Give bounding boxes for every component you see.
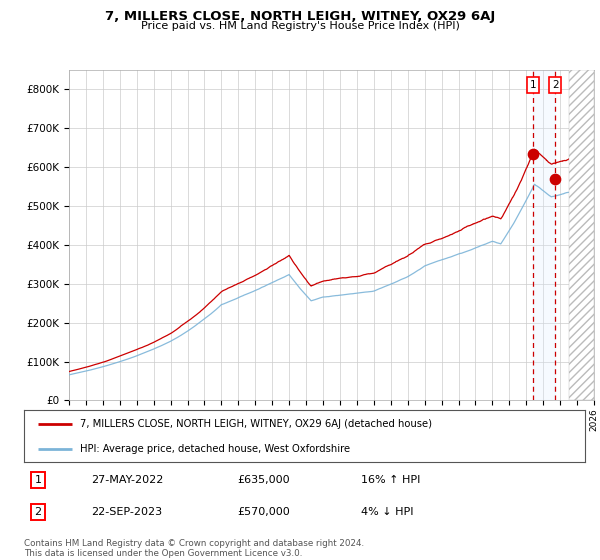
Text: £635,000: £635,000 — [237, 475, 290, 486]
Text: 4% ↓ HPI: 4% ↓ HPI — [361, 507, 413, 517]
Text: 1: 1 — [530, 80, 536, 90]
Text: HPI: Average price, detached house, West Oxfordshire: HPI: Average price, detached house, West… — [80, 444, 350, 454]
Text: 7, MILLERS CLOSE, NORTH LEIGH, WITNEY, OX29 6AJ (detached house): 7, MILLERS CLOSE, NORTH LEIGH, WITNEY, O… — [80, 419, 432, 430]
Text: 27-MAY-2022: 27-MAY-2022 — [91, 475, 164, 486]
Text: 1: 1 — [35, 475, 41, 486]
Text: 22-SEP-2023: 22-SEP-2023 — [91, 507, 163, 517]
Text: Price paid vs. HM Land Registry's House Price Index (HPI): Price paid vs. HM Land Registry's House … — [140, 21, 460, 31]
Text: 2: 2 — [34, 507, 41, 517]
Bar — [533, 70, 556, 400]
Bar — [569, 70, 594, 400]
Text: 2: 2 — [552, 80, 559, 90]
Text: 16% ↑ HPI: 16% ↑ HPI — [361, 475, 420, 486]
Bar — [569, 70, 594, 400]
Text: £570,000: £570,000 — [237, 507, 290, 517]
Text: Contains HM Land Registry data © Crown copyright and database right 2024.
This d: Contains HM Land Registry data © Crown c… — [24, 539, 364, 558]
Point — [551, 174, 560, 183]
Text: 7, MILLERS CLOSE, NORTH LEIGH, WITNEY, OX29 6AJ: 7, MILLERS CLOSE, NORTH LEIGH, WITNEY, O… — [105, 10, 495, 22]
Point — [528, 149, 538, 158]
